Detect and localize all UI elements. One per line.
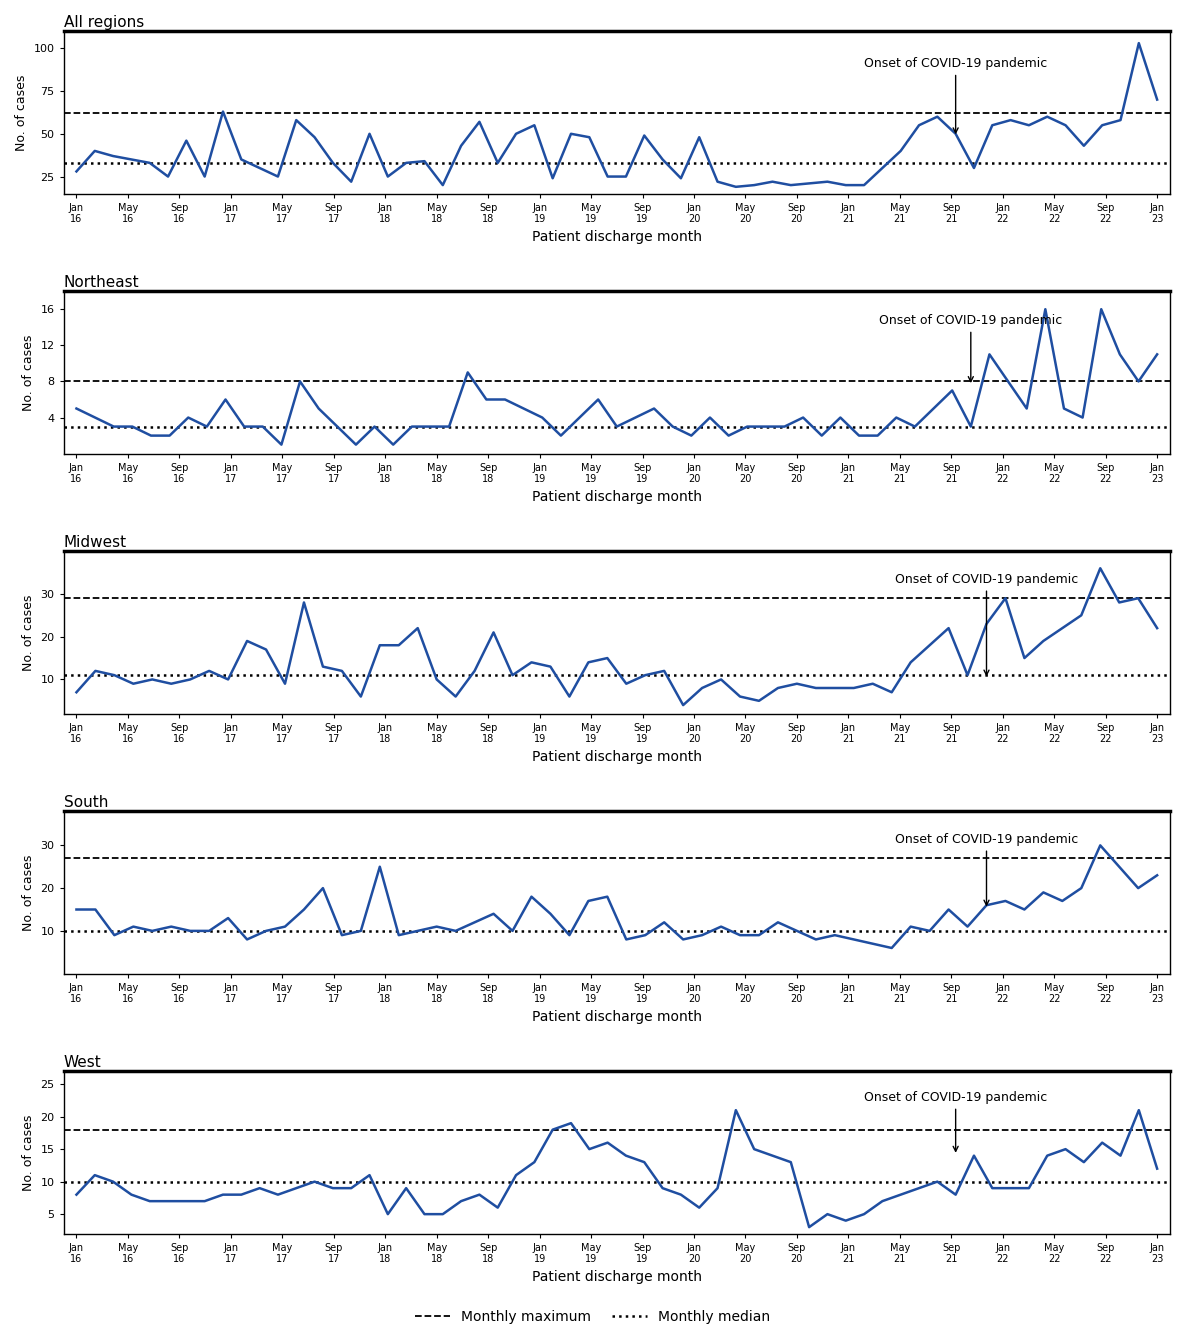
Y-axis label: No. of cases: No. of cases	[21, 854, 34, 931]
Text: All regions: All regions	[64, 15, 143, 29]
Text: South: South	[64, 795, 108, 810]
Text: Onset of COVID-19 pandemic: Onset of COVID-19 pandemic	[864, 56, 1048, 133]
Y-axis label: No. of cases: No. of cases	[21, 595, 34, 671]
Text: Onset of COVID-19 pandemic: Onset of COVID-19 pandemic	[864, 1091, 1048, 1152]
Y-axis label: No. of cases: No. of cases	[21, 335, 34, 411]
Text: West: West	[64, 1055, 102, 1070]
Text: Midwest: Midwest	[64, 536, 127, 550]
X-axis label: Patient discharge month: Patient discharge month	[532, 750, 702, 763]
X-axis label: Patient discharge month: Patient discharge month	[532, 1269, 702, 1284]
X-axis label: Patient discharge month: Patient discharge month	[532, 1010, 702, 1024]
Legend: Monthly maximum, Monthly median: Monthly maximum, Monthly median	[410, 1304, 775, 1330]
X-axis label: Patient discharge month: Patient discharge month	[532, 490, 702, 503]
X-axis label: Patient discharge month: Patient discharge month	[532, 230, 702, 244]
Y-axis label: No. of cases: No. of cases	[21, 1114, 34, 1190]
Text: Onset of COVID-19 pandemic: Onset of COVID-19 pandemic	[879, 313, 1063, 382]
Text: Onset of COVID-19 pandemic: Onset of COVID-19 pandemic	[895, 833, 1078, 905]
Y-axis label: No. of cases: No. of cases	[15, 74, 28, 150]
Text: Northeast: Northeast	[64, 274, 139, 291]
Text: Onset of COVID-19 pandemic: Onset of COVID-19 pandemic	[895, 573, 1078, 675]
